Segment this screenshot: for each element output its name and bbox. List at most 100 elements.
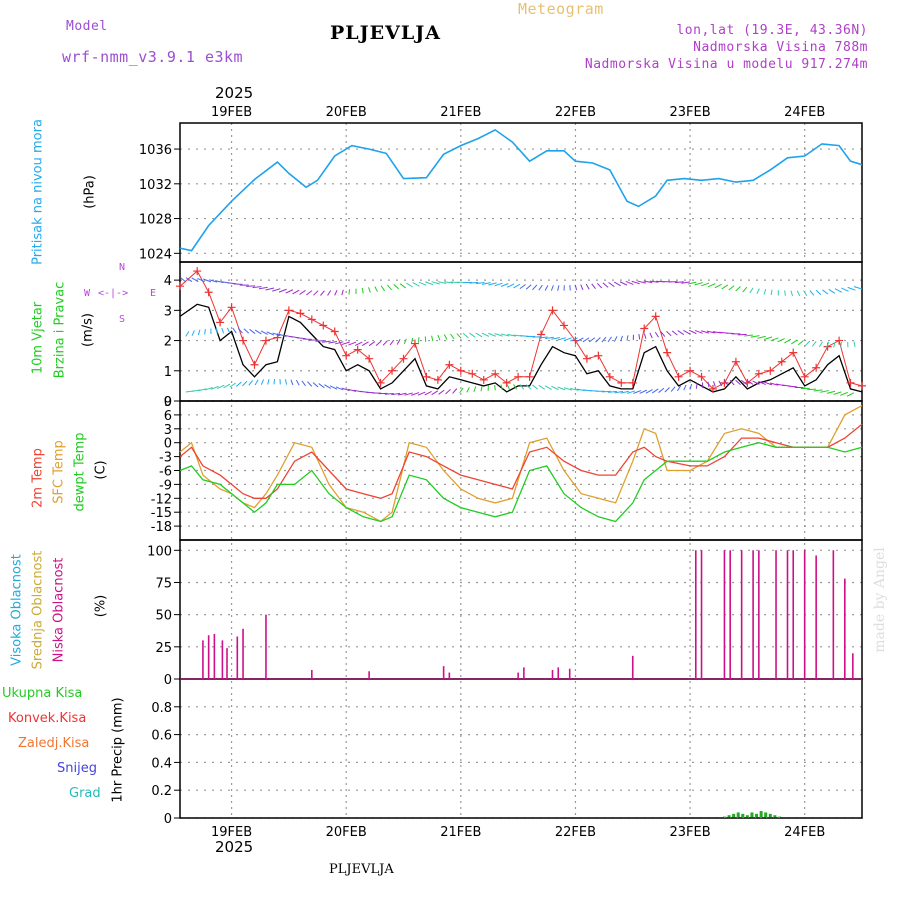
wind-gust-marker — [319, 321, 328, 330]
wind-arrow — [614, 390, 624, 394]
wind-arrow — [582, 337, 590, 343]
wind-gust-marker — [422, 372, 431, 381]
year-bottom: 2025 — [215, 838, 254, 856]
wind-arrow — [431, 390, 439, 396]
wind-arrow — [406, 282, 413, 288]
wind-arrow — [197, 329, 201, 336]
wind-arrow — [576, 337, 584, 342]
wind-arrow — [770, 382, 779, 386]
wind-arrow — [320, 290, 325, 296]
wind-arrow — [335, 386, 344, 391]
wind-arrow — [770, 337, 779, 342]
wind-arrow — [718, 380, 723, 387]
wind-speed-line — [179, 303, 863, 393]
wind-arrow — [242, 380, 248, 387]
wind-arrow — [752, 380, 760, 385]
wind-arrow — [399, 283, 406, 289]
wind-gust-marker — [651, 312, 660, 321]
y-tick-label: 1036 — [139, 143, 172, 158]
wind-arrow — [580, 284, 584, 290]
wind-arrow — [334, 341, 344, 345]
temp-2m-line — [179, 423, 863, 499]
wind-arrow — [853, 341, 856, 348]
wind-gust-marker — [800, 372, 809, 381]
wind-gust-marker — [239, 336, 248, 345]
wind-arrow — [519, 384, 525, 390]
wind-arrow — [341, 341, 350, 346]
wind-arrow — [328, 341, 338, 344]
wind-compass: N W E S <-|-> — [84, 262, 159, 328]
wind-arrow — [313, 290, 319, 296]
wind-arrow — [841, 287, 849, 292]
wind-arrow — [758, 380, 766, 386]
wind-arrow — [649, 280, 659, 283]
wind-arrow — [544, 385, 552, 390]
wind-gust-marker — [388, 366, 397, 375]
model-name: wrf-nmm_v3.9.1 e3km — [62, 48, 244, 66]
y-tick-label: 50 — [155, 609, 172, 624]
wind-arrow — [735, 286, 741, 292]
wind-arrow — [735, 379, 741, 386]
day-label-bottom: 21FEB — [440, 825, 481, 840]
wind-arrow — [444, 281, 454, 284]
wind-arrow — [473, 386, 477, 392]
wind-arrow — [608, 390, 618, 393]
wind-arrow — [258, 286, 268, 290]
wind-arrow — [229, 382, 237, 388]
wind-arrow — [631, 280, 640, 285]
wind-arrow — [695, 383, 698, 389]
wind-arrow — [410, 337, 414, 344]
wind-arrow — [784, 290, 786, 296]
day-label-top: 24FEB — [784, 105, 825, 120]
wind-arrow — [671, 330, 678, 336]
wind-gust-marker — [479, 375, 488, 384]
wind-arrow — [232, 327, 237, 334]
wind-arrow — [480, 385, 483, 392]
wind-arrow — [544, 285, 549, 291]
wind-arrow — [285, 289, 294, 294]
wind-arrow — [643, 280, 653, 284]
wind-arrow — [833, 341, 836, 348]
wind-gust-marker — [789, 348, 798, 357]
day-label-top: 22FEB — [555, 105, 596, 120]
wind-arrow — [826, 341, 830, 348]
wind-arrow — [602, 282, 609, 288]
wind-arrow — [570, 337, 578, 342]
wind-arrow — [272, 332, 281, 337]
wind-arrow — [437, 281, 447, 284]
wind-arrow — [404, 392, 413, 396]
wind-arrow — [437, 334, 441, 341]
wind-arrow — [327, 290, 332, 296]
wind-arrow — [321, 340, 331, 343]
wind-gust-marker — [330, 327, 339, 336]
wind-arrow — [724, 380, 729, 386]
wind-arrow — [834, 288, 842, 293]
wind-gust-marker — [777, 357, 786, 366]
wind-arrow — [197, 277, 205, 283]
meteogram-label: Meteogram — [518, 0, 604, 18]
wind-arrow — [658, 387, 665, 393]
wind-arrow — [797, 340, 804, 346]
wind-gust-marker — [720, 378, 729, 387]
y-tick-label: 0.6 — [151, 729, 172, 744]
wind-arrow — [418, 281, 427, 286]
wind-arrow — [744, 334, 754, 337]
y-tick-label: 100 — [147, 544, 172, 559]
wind-arrow — [740, 379, 748, 385]
wind-gust-marker — [663, 348, 672, 357]
wind-gust-marker — [617, 378, 626, 387]
wind-arrow — [494, 384, 496, 391]
wind-arrow — [475, 281, 485, 285]
wind-arrow — [619, 281, 628, 286]
wind-arrow — [729, 379, 735, 386]
wind-arrow — [393, 283, 400, 290]
wind-arrow — [813, 389, 823, 392]
wind-arrow — [532, 384, 539, 390]
wind-arrow — [221, 327, 225, 334]
wind-arrow — [307, 381, 313, 387]
wind-arrow — [513, 384, 518, 390]
y-tick-label: 1024 — [139, 247, 172, 262]
wind-arrow — [450, 333, 455, 340]
wind-arrow — [538, 384, 546, 390]
